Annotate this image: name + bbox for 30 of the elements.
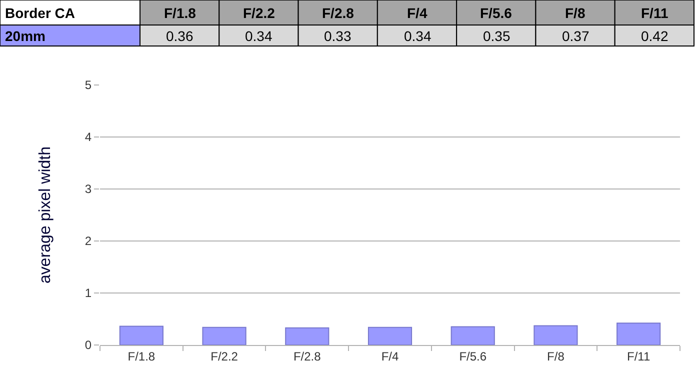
y-tick-label: 0 bbox=[84, 338, 92, 352]
data-label: 0.34 bbox=[404, 28, 432, 44]
data-label: 0.42 bbox=[641, 28, 668, 44]
x-tick-label: F/5.6 bbox=[459, 349, 487, 364]
y-tick-label: 1 bbox=[84, 286, 92, 300]
y-axis-title: average pixel width bbox=[36, 146, 54, 284]
x-tick-label: F/2.2 bbox=[210, 349, 238, 364]
data-label: 0.36 bbox=[166, 28, 194, 44]
data-label: 0.34 bbox=[245, 28, 272, 44]
data-label: 0.33 bbox=[324, 28, 352, 44]
data-label: 0.35 bbox=[483, 28, 510, 44]
x-tick-label: F/4 bbox=[381, 349, 399, 364]
category-label: F/8 bbox=[565, 5, 586, 21]
category-label: F/2.2 bbox=[243, 5, 275, 21]
y-tick-label: 4 bbox=[84, 130, 92, 144]
chart-title: Border CA bbox=[5, 5, 76, 21]
text: 20mm bbox=[5, 28, 46, 44]
category-label: F/5.6 bbox=[480, 5, 512, 21]
y-tick-label: 2 bbox=[84, 234, 92, 248]
x-tick-label: F/2.8 bbox=[293, 349, 322, 364]
category-label: F/2.8 bbox=[322, 5, 354, 21]
x-tick-label: F/11 bbox=[627, 349, 650, 364]
category-label: F/1.8 bbox=[164, 5, 196, 21]
category-label: F/11 bbox=[641, 5, 668, 21]
x-tick-label: F/1.8 bbox=[128, 349, 156, 364]
y-tick-label: 3 bbox=[84, 182, 92, 196]
y-tick-label: 5 bbox=[84, 78, 92, 92]
x-tick-label: F/8 bbox=[547, 349, 565, 364]
category-label: F/4 bbox=[407, 5, 428, 21]
data-label: 0.37 bbox=[562, 28, 590, 44]
